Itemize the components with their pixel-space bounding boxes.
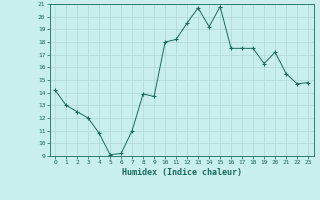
X-axis label: Humidex (Indice chaleur): Humidex (Indice chaleur) [122,168,242,177]
